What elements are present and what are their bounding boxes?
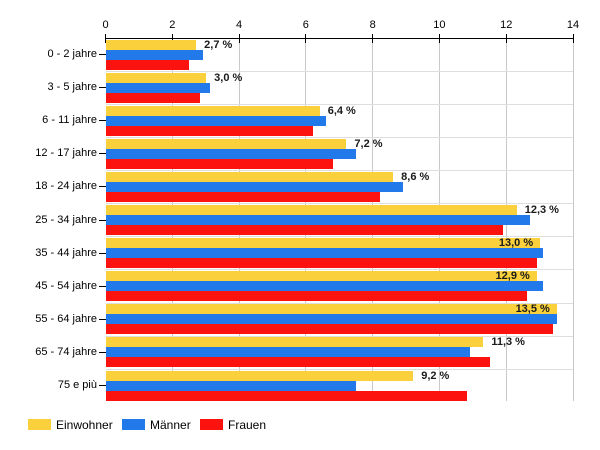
category-tick	[99, 385, 106, 386]
legend-label-frauen: Frauen	[228, 418, 267, 432]
bar-frauen	[106, 191, 380, 202]
bar-maenner	[106, 115, 327, 126]
data-label: 8,6 %	[401, 170, 430, 183]
data-label: 11,3 %	[491, 336, 525, 349]
bar-einwohner	[106, 171, 394, 182]
x-tick-label: 4	[236, 19, 243, 31]
bar-einwohner	[106, 304, 557, 315]
bar-einwohner	[106, 238, 541, 249]
category-tick	[99, 87, 106, 89]
bar-maenner	[106, 347, 470, 358]
bar-maenner	[106, 148, 357, 159]
data-label: 13,0 %	[498, 237, 534, 250]
data-label: 6,4 %	[327, 104, 356, 117]
h-gridline	[105, 103, 573, 105]
category-label: 35 - 44 jahre	[35, 246, 97, 259]
category-label: 18 - 24 jahre	[35, 180, 97, 193]
category-tick	[99, 318, 106, 320]
v-gridline	[572, 38, 574, 401]
category-label: 3 - 5 jahre	[47, 81, 97, 94]
data-label: 12,3 %	[524, 204, 559, 216]
category-tick	[99, 252, 106, 254]
category-label: 65 - 74 jahre	[35, 345, 97, 358]
bar-frauen	[106, 92, 200, 103]
x-tick-label: 6	[302, 19, 309, 31]
x-axis-line	[105, 38, 574, 39]
bar-maenner	[106, 248, 544, 259]
category-tick	[99, 351, 106, 353]
bar-frauen	[106, 291, 527, 302]
bar-einwohner	[106, 271, 537, 282]
bar-frauen	[106, 390, 467, 401]
bar-einwohner	[106, 370, 414, 381]
bar-maenner	[106, 215, 531, 225]
bar-einwohner	[106, 138, 347, 149]
category-tick	[99, 54, 106, 55]
h-gridline	[105, 269, 573, 271]
category-tick	[99, 219, 106, 221]
x-tick-label: 2	[169, 19, 176, 31]
data-label: 7,2 %	[354, 137, 383, 150]
data-label: 9,2 %	[421, 369, 450, 382]
legend-swatch-maenner	[122, 419, 145, 430]
bar-maenner	[106, 82, 210, 93]
category-label: 0 - 2 jahre	[47, 48, 97, 60]
x-tick-label: 14	[566, 19, 580, 31]
bar-maenner	[106, 281, 544, 292]
legend-swatch-frauen	[200, 419, 223, 430]
data-label: 13,5 %	[515, 303, 550, 316]
x-tick-label: 8	[369, 19, 376, 31]
bar-frauen	[106, 225, 504, 235]
bar-maenner	[106, 181, 404, 192]
bar-frauen	[106, 59, 190, 70]
category-label: 45 - 54 jahre	[35, 279, 97, 292]
x-tick-label: 12	[500, 19, 513, 31]
h-gridline	[105, 368, 573, 370]
h-gridline	[105, 302, 573, 304]
category-tick	[99, 153, 106, 155]
category-tick	[99, 285, 106, 287]
bar-maenner	[106, 314, 557, 325]
bar-maenner	[106, 380, 357, 391]
category-tick	[99, 186, 106, 188]
data-label: 2,7 %	[204, 38, 233, 51]
bar-frauen	[106, 258, 537, 269]
bar-einwohner	[106, 337, 484, 348]
h-gridline	[105, 236, 573, 238]
category-label: 75 e più	[57, 379, 97, 391]
bar-maenner	[106, 49, 203, 60]
category-label: 12 - 17 jahre	[35, 147, 97, 160]
bar-einwohner	[106, 205, 517, 215]
legend-swatch-einwohner	[28, 419, 51, 430]
h-gridline	[105, 70, 573, 72]
h-gridline	[105, 335, 573, 337]
h-gridline	[105, 203, 573, 205]
x-tick-label: 10	[433, 19, 446, 31]
data-label: 3,0 %	[214, 71, 243, 84]
bar-einwohner	[106, 39, 197, 50]
category-tick	[99, 120, 106, 122]
legend-label-einwohner: Einwohner	[56, 418, 113, 432]
legend-label-maenner: Männer	[150, 418, 191, 432]
bar-frauen	[106, 357, 491, 368]
bar-frauen	[106, 324, 554, 335]
category-label: 55 - 64 jahre	[35, 312, 97, 325]
bar-einwohner	[106, 72, 207, 83]
bar-frauen	[106, 158, 334, 169]
bar-einwohner	[106, 105, 320, 116]
category-label: 6 - 11 jahre	[42, 114, 97, 127]
bar-frauen	[106, 125, 314, 136]
h-gridline	[105, 137, 573, 138]
h-gridline	[105, 170, 573, 172]
data-label: 12,9 %	[495, 270, 530, 283]
category-label: 25 - 34 jahre	[35, 213, 97, 226]
x-tick-label: 0	[102, 19, 109, 31]
